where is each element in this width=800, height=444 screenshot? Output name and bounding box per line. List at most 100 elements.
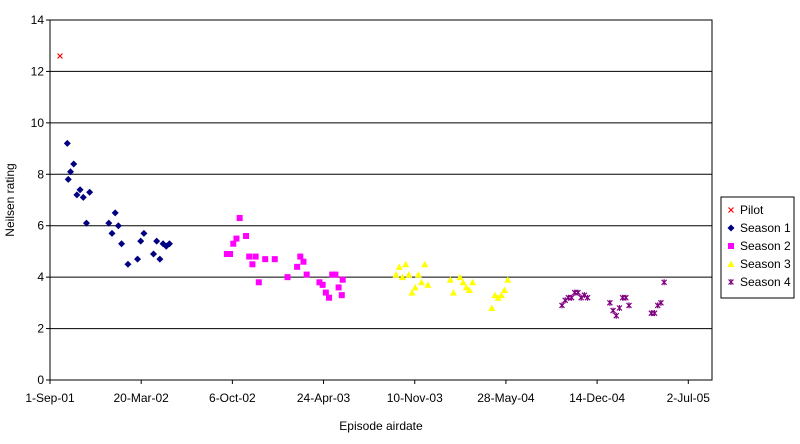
data-point (303, 271, 310, 278)
data-point (449, 289, 457, 296)
data-point (134, 255, 142, 263)
data-point (319, 281, 326, 288)
data-point (262, 256, 269, 263)
data-point (300, 258, 307, 265)
data-point (124, 260, 132, 268)
data-point (284, 274, 291, 281)
y-tick-label: 12 (31, 64, 45, 78)
data-point (255, 279, 262, 286)
series-season-1 (63, 139, 173, 268)
data-point (488, 304, 496, 311)
data-point (626, 302, 632, 309)
data-point (316, 279, 323, 286)
series-pilot (57, 53, 63, 59)
data-point (405, 271, 413, 278)
y-tick-label: 0 (37, 373, 44, 387)
data-point (424, 281, 432, 288)
data-point (79, 193, 87, 201)
y-axis-ticks: 0 2 4 6 8 10 12 14 (31, 13, 50, 387)
data-point (233, 235, 240, 242)
data-point (584, 294, 591, 301)
legend-marker (727, 224, 735, 232)
data-point (395, 263, 403, 270)
data-point (76, 186, 84, 194)
data-point (581, 292, 588, 299)
legend-marker (728, 243, 734, 249)
data-point (156, 255, 164, 263)
data-point (414, 271, 422, 278)
legend-item: Season 1 (727, 221, 791, 235)
data-point (246, 253, 253, 260)
data-point (73, 191, 81, 199)
y-tick-label: 2 (37, 322, 44, 336)
data-point (578, 294, 585, 301)
data-point (230, 240, 237, 247)
x-tick-label: 10-Nov-03 (387, 391, 443, 405)
data-point (606, 299, 613, 306)
x-tick-label: 2-Jul-05 (667, 391, 711, 405)
grid-lines (50, 70, 712, 330)
y-tick-label: 10 (31, 116, 45, 130)
data-point (402, 260, 410, 268)
data-point (243, 233, 250, 239)
data-point (613, 312, 620, 319)
legend-item: Pilot (728, 203, 764, 217)
data-point (223, 251, 230, 257)
data-point (322, 289, 329, 296)
data-point (149, 250, 157, 258)
legend-item: Season 2 (728, 239, 791, 253)
y-axis-label: Neilsen rating (3, 163, 17, 236)
data-point (504, 276, 512, 283)
data-point (338, 292, 345, 299)
data-point (411, 283, 419, 291)
legend-marker (727, 260, 735, 267)
y-tick-label: 8 (37, 167, 44, 181)
y-tick-label: 4 (37, 270, 44, 284)
data-point (339, 276, 346, 283)
plot-area (49, 19, 713, 381)
data-point (297, 253, 304, 260)
data-point (63, 139, 71, 147)
legend-marker (728, 207, 734, 213)
legend-label: Season 3 (740, 257, 791, 271)
x-axis-label: Episode airdate (339, 419, 423, 433)
x-tick-label: 6-Oct-02 (209, 391, 256, 405)
legend-label: Pilot (740, 203, 764, 217)
data-point (575, 289, 581, 296)
data-point (421, 260, 429, 268)
x-tick-label: 24-Apr-03 (297, 391, 351, 405)
data-point (271, 256, 278, 263)
data-point (562, 297, 569, 304)
legend: Pilot Season 1 Season 2 Season 3 Season 4 (720, 196, 795, 299)
data-point (610, 307, 616, 314)
legend-item: Season 4 (728, 275, 791, 289)
data-point (165, 240, 173, 248)
data-point (227, 251, 234, 257)
data-point (497, 291, 505, 299)
data-point (67, 168, 75, 176)
data-point (70, 160, 78, 168)
data-point (501, 286, 509, 293)
series-season-4 (559, 279, 668, 319)
data-point (462, 283, 470, 291)
data-point (252, 253, 259, 260)
x-tick-label: 28-May-04 (477, 391, 535, 405)
data-point (568, 294, 575, 301)
data-point (57, 53, 63, 59)
data-point (249, 261, 256, 268)
x-tick-label: 14-Dec-04 (569, 391, 625, 405)
data-point (86, 188, 94, 196)
data-point (329, 271, 336, 278)
data-point (153, 237, 161, 245)
data-point (491, 291, 499, 299)
data-point (64, 175, 72, 183)
data-point (398, 273, 406, 281)
data-point (108, 229, 116, 237)
y-tick-label: 6 (37, 219, 44, 233)
data-point (622, 294, 629, 301)
data-point (392, 271, 400, 278)
data-point (236, 215, 243, 221)
legend-label: Season 4 (740, 275, 791, 289)
data-point (658, 299, 664, 306)
